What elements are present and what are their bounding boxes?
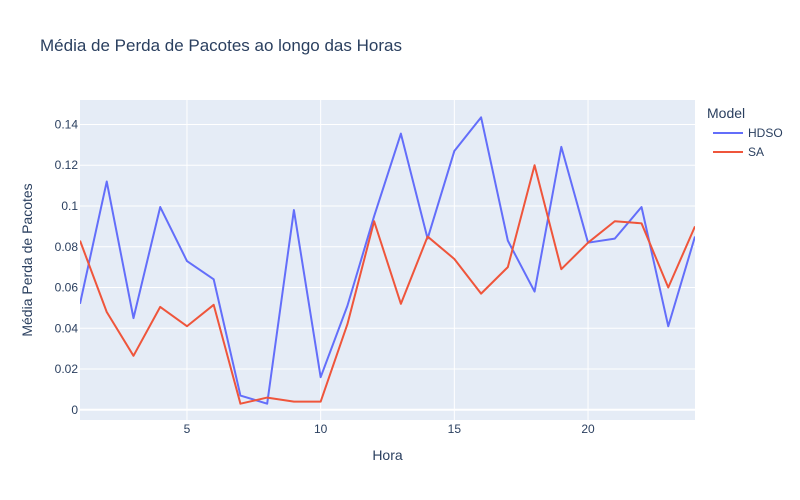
series-lines bbox=[80, 116, 695, 405]
legend-title: Model bbox=[707, 105, 745, 121]
x-tick-label: 10 bbox=[314, 422, 328, 436]
y-tick-label: 0 bbox=[71, 403, 78, 417]
x-tick-label: 20 bbox=[581, 422, 595, 436]
x-tick-label: 5 bbox=[184, 422, 191, 436]
y-tick-label: 0.14 bbox=[55, 117, 79, 131]
series-line-hdso bbox=[80, 116, 695, 405]
y-tick-label: 0.12 bbox=[55, 158, 79, 172]
y-gridlines bbox=[80, 123, 695, 411]
x-tick-label: 15 bbox=[448, 422, 462, 436]
y-tick-labels: 0 0.02 0.04 0.06 0.08 0.1 0.12 0.14 bbox=[55, 117, 79, 416]
chart-title: Média de Perda de Pacotes ao longo das H… bbox=[40, 36, 402, 55]
y-tick-label: 0.08 bbox=[55, 240, 79, 254]
legend-label-hdso: HDSO bbox=[748, 126, 783, 140]
legend-label-sa: SA bbox=[748, 145, 764, 159]
y-tick-label: 0.04 bbox=[55, 321, 79, 335]
y-tick-label: 0.06 bbox=[55, 281, 79, 295]
y-axis-title: Média Perda de Pacotes bbox=[19, 183, 35, 336]
x-tick-labels: 5 10 15 20 bbox=[184, 422, 595, 436]
legend: Model HDSO SA bbox=[707, 105, 783, 159]
y-tick-label: 0.02 bbox=[55, 362, 79, 376]
y-tick-label: 0.1 bbox=[61, 199, 78, 213]
series-line-sa bbox=[80, 164, 695, 405]
x-axis-title: Hora bbox=[372, 447, 403, 463]
